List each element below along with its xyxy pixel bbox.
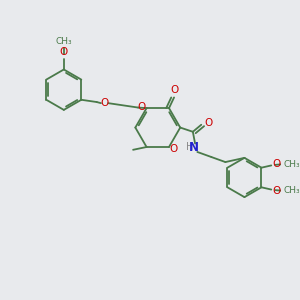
Text: CH₃: CH₃ bbox=[284, 160, 300, 169]
Text: O: O bbox=[137, 102, 146, 112]
Text: O: O bbox=[273, 186, 281, 196]
Text: O: O bbox=[60, 47, 68, 57]
Text: N: N bbox=[189, 141, 199, 154]
Text: CH₃: CH₃ bbox=[284, 186, 300, 195]
Text: O: O bbox=[273, 159, 281, 169]
Text: H: H bbox=[186, 142, 193, 152]
Text: O: O bbox=[169, 144, 178, 154]
Text: CH₃: CH₃ bbox=[56, 37, 72, 46]
Text: O: O bbox=[170, 85, 179, 95]
Text: O: O bbox=[205, 118, 213, 128]
Text: O: O bbox=[100, 98, 109, 108]
